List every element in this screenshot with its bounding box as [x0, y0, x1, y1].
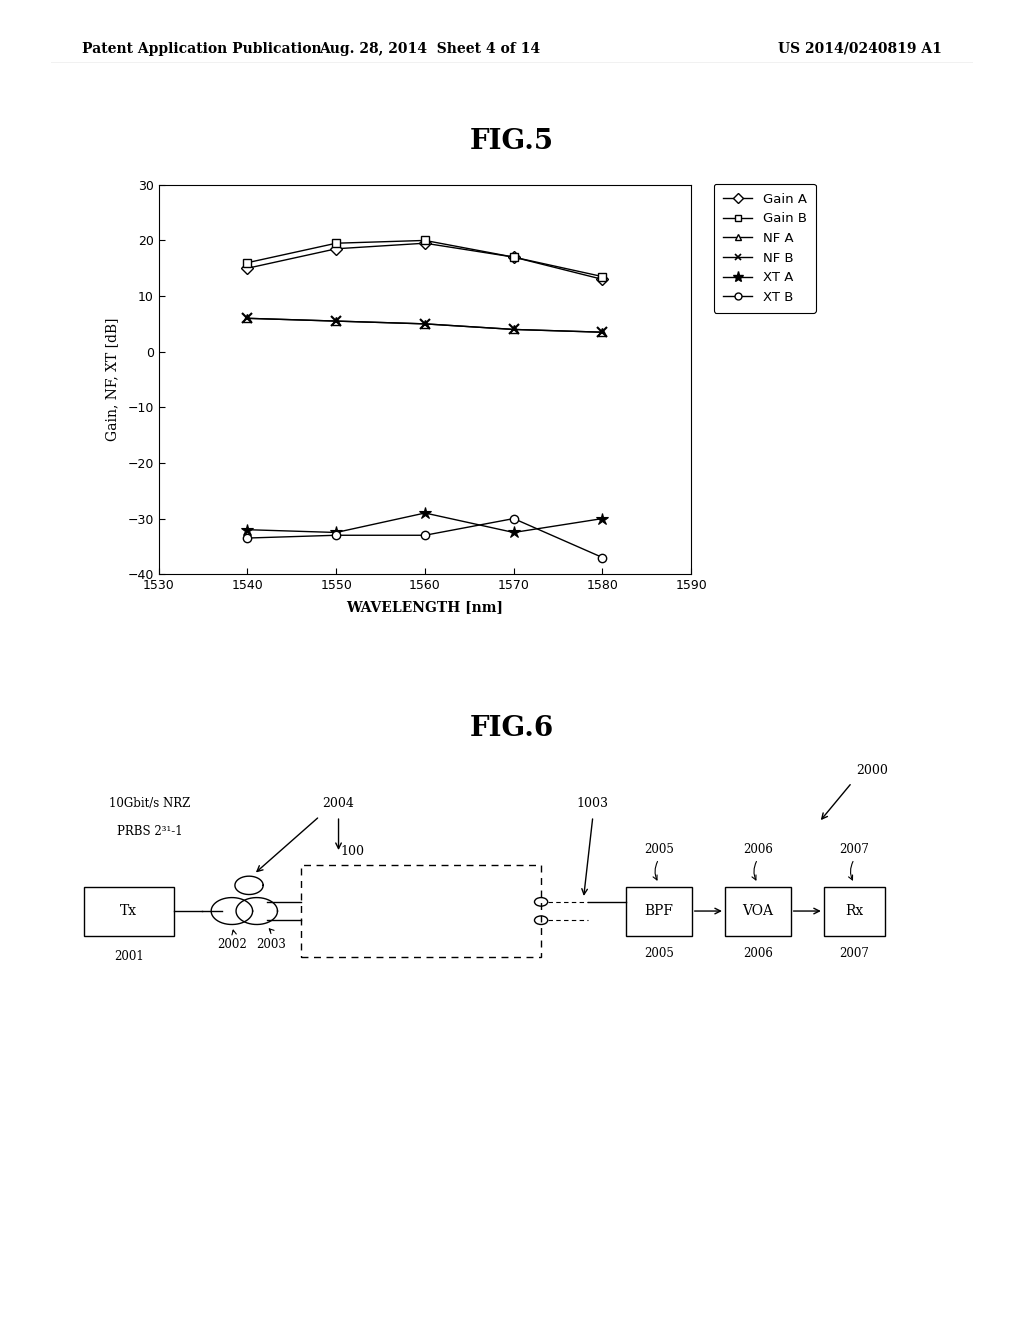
- Text: 2007: 2007: [840, 843, 869, 857]
- Y-axis label: Gain, NF, XT [dB]: Gain, NF, XT [dB]: [105, 318, 119, 441]
- Text: Rx: Rx: [845, 904, 863, 917]
- Text: FIG.5: FIG.5: [470, 128, 554, 154]
- Text: 2006: 2006: [742, 948, 773, 961]
- Text: 2005: 2005: [644, 948, 674, 961]
- Bar: [725, 887, 791, 936]
- Bar: [823, 887, 885, 936]
- Text: VOA: VOA: [742, 904, 773, 917]
- Legend: Gain A, Gain B, NF A, NF B, XT A, XT B: Gain A, Gain B, NF A, NF B, XT A, XT B: [714, 183, 816, 313]
- X-axis label: WAVELENGTH [nm]: WAVELENGTH [nm]: [346, 601, 504, 614]
- Text: Patent Application Publication: Patent Application Publication: [82, 42, 322, 55]
- Text: 2003: 2003: [256, 939, 286, 952]
- Text: PRBS 2³¹-1: PRBS 2³¹-1: [118, 825, 183, 838]
- Text: Tx: Tx: [121, 904, 137, 917]
- Text: 2000: 2000: [857, 764, 889, 776]
- Bar: [626, 887, 692, 936]
- Bar: [301, 865, 541, 957]
- Bar: [84, 887, 174, 936]
- Text: FIG.6: FIG.6: [470, 715, 554, 742]
- Text: BPF: BPF: [644, 904, 674, 917]
- Text: 100: 100: [341, 845, 365, 858]
- Text: 1003: 1003: [577, 797, 609, 810]
- Text: 2001: 2001: [114, 950, 143, 964]
- Text: 2002: 2002: [217, 939, 247, 952]
- Text: 2004: 2004: [323, 797, 354, 810]
- Text: 10Gbit/s NRZ: 10Gbit/s NRZ: [110, 797, 190, 810]
- Text: 2007: 2007: [840, 948, 869, 961]
- Text: 2006: 2006: [742, 843, 773, 857]
- Text: US 2014/0240819 A1: US 2014/0240819 A1: [778, 42, 942, 55]
- Text: Aug. 28, 2014  Sheet 4 of 14: Aug. 28, 2014 Sheet 4 of 14: [319, 42, 541, 55]
- Text: 2005: 2005: [644, 843, 674, 857]
